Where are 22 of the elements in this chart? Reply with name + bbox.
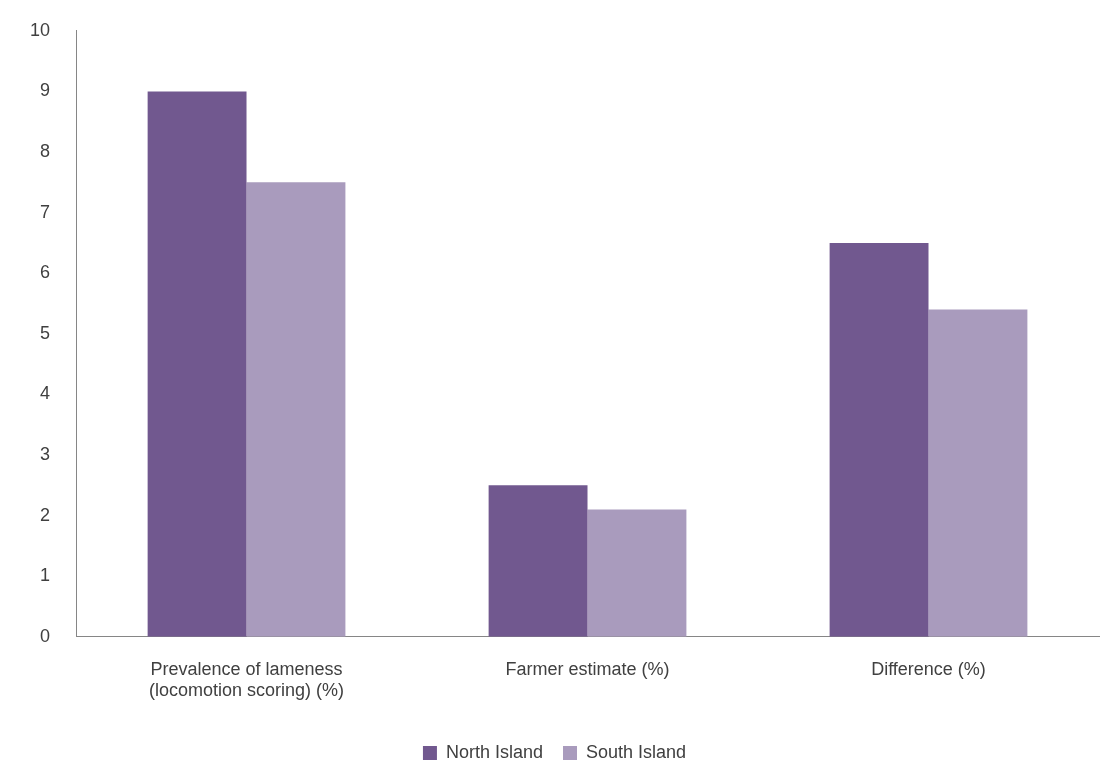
y-tick-label: 5	[40, 322, 51, 343]
x-tick-label: Farmer estimate (%)	[505, 658, 670, 679]
x-tick-label: Prevalence of lameness (locomotion scoring) (%)	[148, 658, 345, 701]
bar	[928, 309, 1028, 637]
bar	[587, 509, 687, 637]
bar	[246, 182, 346, 637]
y-tick-label: 2	[40, 504, 51, 525]
y-tick-label: 0	[40, 625, 51, 646]
y-tick-label: 4	[40, 383, 51, 404]
y-tick-label: 10	[29, 19, 51, 40]
x-tick-label: Difference (%)	[871, 658, 986, 679]
y-tick-label: 8	[40, 140, 51, 161]
bar	[829, 242, 929, 637]
y-tick-label: 3	[40, 443, 51, 464]
y-tick-label: 1	[40, 565, 51, 586]
legend-label: South Island	[585, 741, 687, 762]
y-tick-label: 6	[40, 262, 51, 283]
legend-label: North Island	[445, 741, 543, 762]
bar	[488, 485, 588, 637]
bar	[147, 91, 247, 637]
y-tick-label: 7	[40, 201, 51, 222]
y-tick-label: 9	[40, 80, 51, 101]
